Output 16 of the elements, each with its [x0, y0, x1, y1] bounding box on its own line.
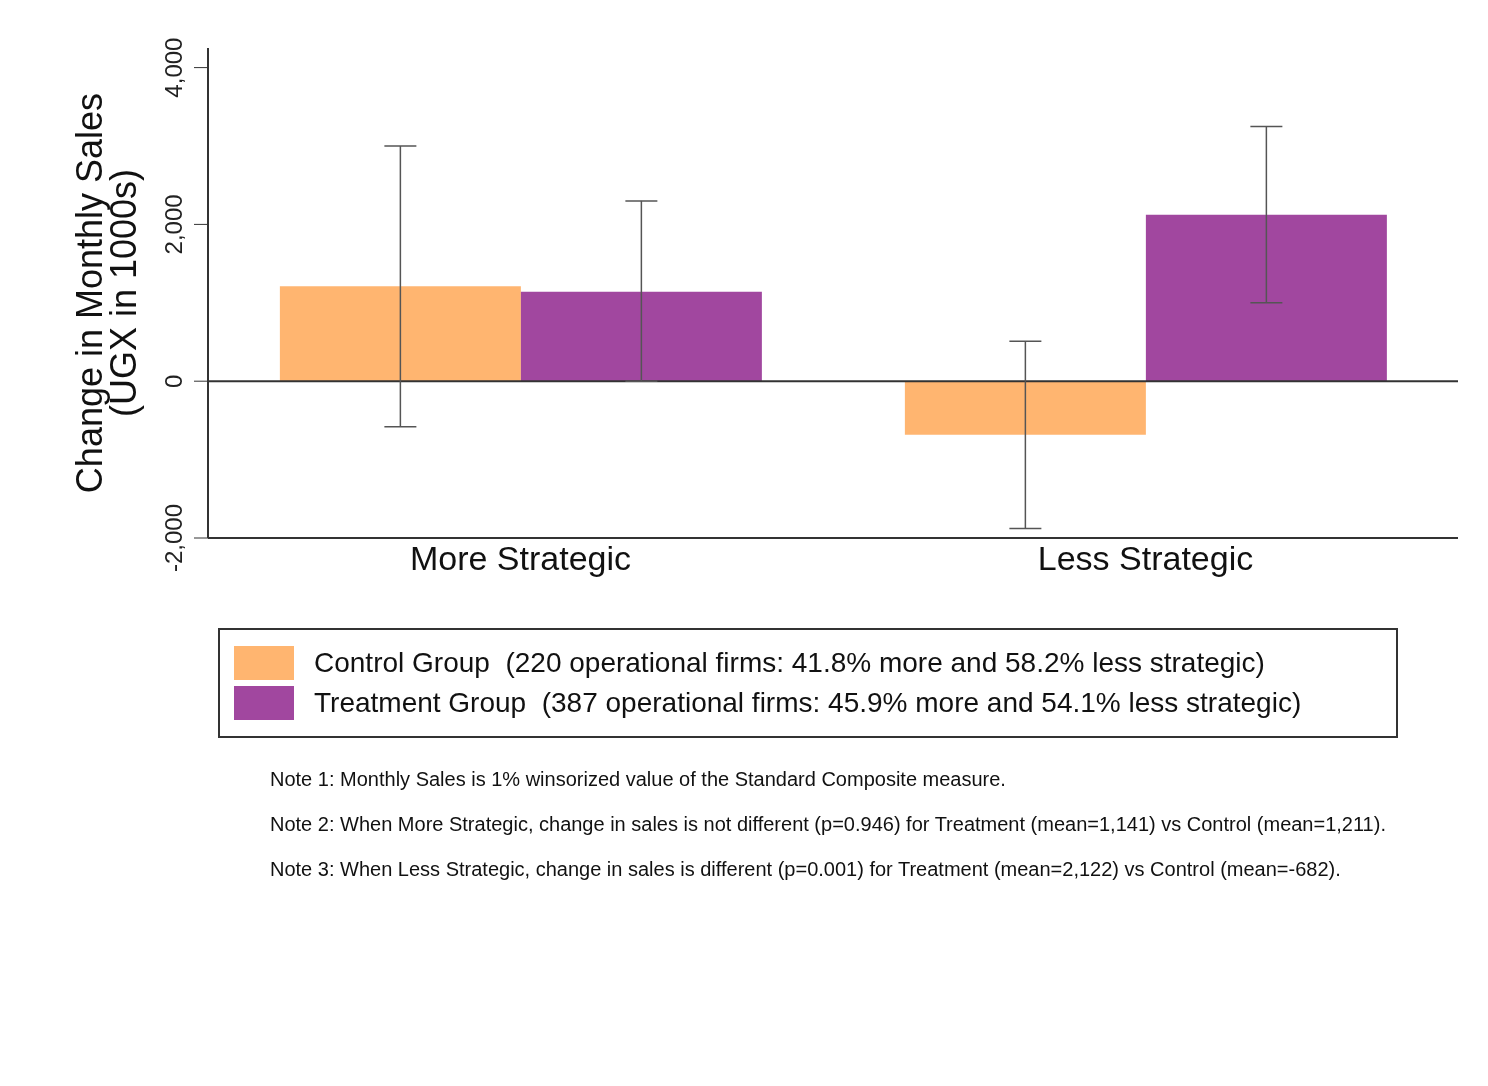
y-tick-label: 4,000 — [160, 37, 187, 98]
legend-label: Treatment Group (387 operational firms: 45.9% more and 54.1% less strategic) — [314, 687, 1302, 719]
bar — [520, 291, 762, 382]
y-tick-label: 0 — [160, 374, 187, 388]
legend-label: Control Group (220 operational firms: 41.8% more and 58.2% less strategic) — [314, 647, 1265, 679]
text: Note 1: Monthly Sales is 1% winsorized value of the Standard Composite measure. — [270, 768, 1007, 791]
x-tick-label: More Strategic — [409, 539, 632, 578]
text: Note 2: When More Strategic, change in sales is not different (p=0.946) for Treatment (mean=1,141) vs Control (mean=1,211). — [270, 813, 1387, 836]
y-tick-label: 2,000 — [160, 194, 187, 255]
bar — [904, 381, 1146, 435]
y-axis-title: Change in Monthly Sales (UGX in 1000s) — [69, 92, 144, 494]
bar — [1145, 214, 1387, 382]
text: Note 3: When Less Strategic, change in sales is different (p=0.001) for Treatment (mean=2,122) vs Control (mean=-682). — [270, 858, 1342, 881]
x-tick-label: Less Strategic — [1037, 539, 1254, 578]
y-tick-label: -2,000 — [160, 503, 187, 573]
bar — [279, 286, 521, 382]
